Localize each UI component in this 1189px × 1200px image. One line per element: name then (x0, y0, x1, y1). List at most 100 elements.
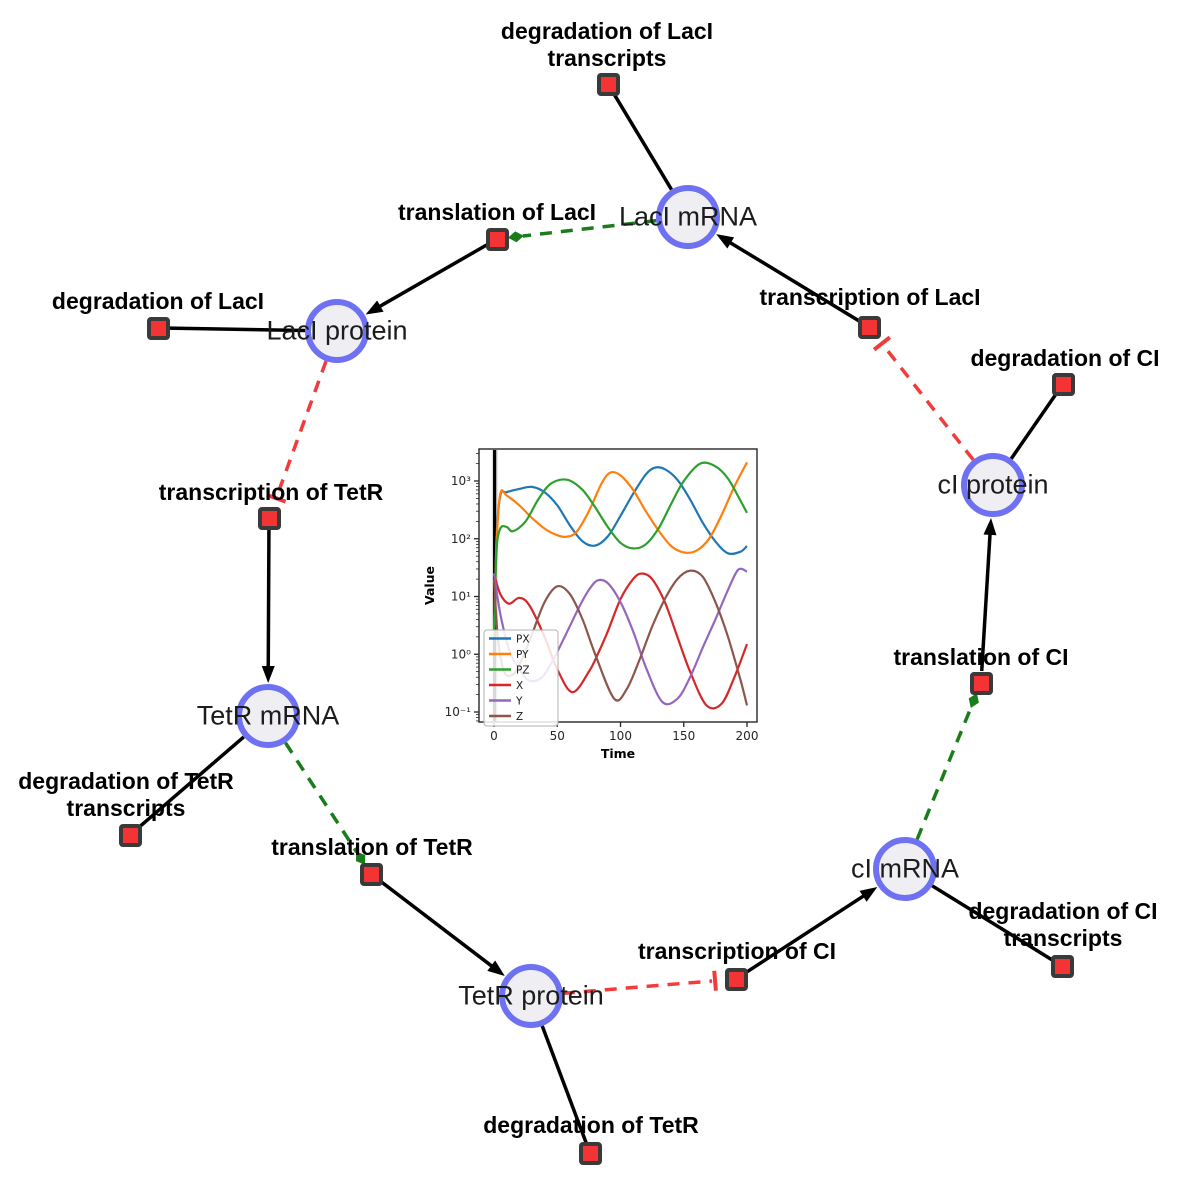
reaction-node-transcription-of-ci[interactable] (724, 967, 748, 991)
edge-tetr-protein-to-degradation-of-tetr (540, 1025, 588, 1144)
series-line-PZ (492, 461, 748, 637)
legend-label-Y: Y (515, 695, 523, 707)
y-tick-label: 10⁻¹ (445, 705, 472, 719)
time-series-plot: 10³ 10² 10¹ 10⁰ 10⁻¹ 0 50 100 150 200 Time Value PX P… (422, 448, 759, 761)
edge-ci-protein-to-transcription-of-laci-tbar (872, 335, 892, 352)
reaction-label-transcription-of-laci: transcription of LacI (759, 284, 980, 311)
reaction-label-translation-of-ci: translation of CI (893, 644, 1068, 671)
reaction-label-line: degradation of TetR (18, 768, 234, 794)
x-tick-label: 150 (672, 729, 695, 743)
reaction-label-degradation-of-laci-transcripts: degradation of LacI transcripts (501, 18, 713, 72)
y-tick-label: 10² (451, 532, 471, 546)
edge-translation-of-laci-to-laci-protein-arrowhead (365, 300, 384, 315)
reaction-node-translation-of-laci[interactable] (485, 227, 509, 251)
legend-label-Z: Z (516, 711, 523, 723)
legend-label-PX: PX (516, 633, 530, 645)
series-line-PY (492, 461, 748, 637)
species-label-laci-mrna: LacI mRNA (618, 201, 758, 232)
x-axis-title: Time (601, 746, 635, 761)
species-node-tetr-mrna[interactable] (236, 684, 300, 748)
reaction-node-translation-of-tetr[interactable] (359, 862, 383, 886)
axes-box (478, 448, 758, 723)
reaction-label-line: transcripts (547, 45, 667, 71)
reaction-label-line: degradation of CI (970, 345, 1160, 371)
species-node-ci-mrna[interactable] (873, 837, 937, 901)
reaction-node-translation-of-ci[interactable] (969, 671, 993, 695)
reaction-node-degradation-of-laci-transcripts[interactable] (596, 72, 620, 96)
y-tick-label: 10¹ (451, 590, 471, 604)
edge-translation-of-ci-to-ci-protein-arrowhead (983, 517, 997, 536)
reaction-label-line: transcripts (1003, 925, 1123, 951)
reaction-label-degradation-of-tetr-transcripts: degradation of TetR transcripts (18, 768, 234, 822)
y-tick-label: 10³ (451, 474, 471, 488)
reaction-label-translation-of-tetr: translation of TetR (271, 834, 472, 861)
reaction-label-transcription-of-tetr: transcription of TetR (159, 479, 383, 506)
edge-laci-mrna-to-translation-of-laci-diamond (507, 231, 524, 243)
species-label-ci-mrna: cI mRNA (851, 853, 959, 884)
reaction-node-transcription-of-laci[interactable] (857, 315, 881, 339)
reaction-label-degradation-of-ci-transcripts: degradation of CI transcripts (968, 898, 1157, 952)
edge-laci-protein-to-degradation-of-laci (168, 326, 306, 333)
edge-ci-mrna-to-translation-of-ci (915, 706, 973, 841)
reaction-label-line: transcription of LacI (759, 284, 981, 310)
reaction-node-degradation-of-tetr-transcripts[interactable] (118, 823, 142, 847)
species-label-ci-protein: cI protein (937, 469, 1049, 500)
reaction-label-transcription-of-ci: transcription of CI (638, 938, 836, 965)
species-label-laci-protein: LacI protein (266, 315, 408, 346)
y-tick-label: 10⁰ (451, 647, 471, 661)
edge-transcription-of-laci-to-laci-mrna (723, 237, 860, 323)
edge-transcription-of-tetr-to-tetr-mrna-arrowhead (261, 665, 275, 684)
edge-tetr-mrna-to-degradation-of-tetr-transcripts (137, 735, 245, 830)
x-tick-label: 200 (736, 729, 759, 743)
species-node-tetr-protein[interactable] (499, 964, 563, 1028)
edge-laci-protein-to-transcription-of-tetr (275, 360, 328, 497)
reaction-label-translation-of-laci: translation of LacI (398, 199, 596, 226)
edge-tetr-mrna-to-translation-of-tetr (284, 741, 359, 854)
species-node-laci-protein[interactable] (305, 299, 369, 363)
edge-ci-mrna-to-degradation-of-ci-transcripts (931, 884, 1054, 962)
reaction-node-degradation-of-tetr[interactable] (578, 1141, 602, 1165)
reaction-label-line: degradation of TetR (483, 1112, 699, 1138)
reaction-label-line: transcripts (66, 795, 186, 821)
x-tick-label: 0 (490, 729, 498, 743)
edge-transcription-of-ci-to-ci-mrna (745, 890, 870, 974)
x-tick-label: 100 (609, 729, 632, 743)
edge-ci-mrna-to-translation-of-ci-diamond (968, 693, 979, 708)
species-label-tetr-protein: TetR protein (458, 980, 604, 1011)
edge-ci-protein-to-degradation-of-ci (1009, 392, 1059, 460)
edge-tetr-mrna-to-translation-of-tetr-diamond (356, 851, 366, 865)
species-label-tetr-mrna: TetR mRNA (196, 700, 340, 731)
edge-translation-of-tetr-to-tetr-protein-arrowhead (487, 960, 505, 976)
species-node-laci-mrna[interactable] (656, 185, 720, 249)
y-axis-title: Value (422, 566, 437, 605)
reaction-node-degradation-of-laci[interactable] (146, 316, 170, 340)
x-tick-label: 50 (550, 729, 565, 743)
reaction-label-line: translation of CI (893, 644, 1069, 670)
reaction-label-line: translation of LacI (397, 199, 597, 225)
reaction-node-transcription-of-tetr[interactable] (257, 506, 281, 530)
reaction-label-line: degradation of LacI (500, 18, 714, 44)
reaction-label-degradation-of-tetr: degradation of TetR (483, 1112, 699, 1139)
edge-translation-of-ci-to-ci-protein (979, 527, 993, 672)
edge-transcription-of-tetr-to-tetr-mrna (266, 529, 271, 674)
legend-label-X: X (516, 680, 523, 692)
reaction-node-degradation-of-ci-transcripts[interactable] (1050, 954, 1074, 978)
edge-translation-of-tetr-to-tetr-protein (379, 879, 498, 972)
edge-translation-of-laci-to-laci-protein (373, 243, 488, 312)
series-line-X (492, 572, 749, 710)
legend-label-PZ: PZ (516, 664, 530, 676)
edge-transcription-of-laci-to-laci-mrna-arrowhead (716, 234, 735, 249)
edge-tetr-protein-to-transcription-of-ci (562, 979, 713, 996)
reaction-label-line: transcription of CI (637, 938, 837, 964)
edge-laci-mrna-to-degradation-of-laci-transcripts (612, 92, 674, 191)
species-node-ci-protein[interactable] (961, 453, 1025, 517)
reaction-label-degradation-of-laci: degradation of LacI (52, 288, 264, 315)
reaction-node-degradation-of-ci[interactable] (1051, 372, 1075, 396)
legend-label-PY: PY (516, 649, 529, 661)
edge-ci-protein-to-transcription-of-laci (882, 344, 975, 461)
edge-laci-protein-to-transcription-of-tetr-tbar (266, 492, 287, 504)
edge-transcription-of-ci-to-ci-mrna-arrowhead (859, 887, 878, 902)
